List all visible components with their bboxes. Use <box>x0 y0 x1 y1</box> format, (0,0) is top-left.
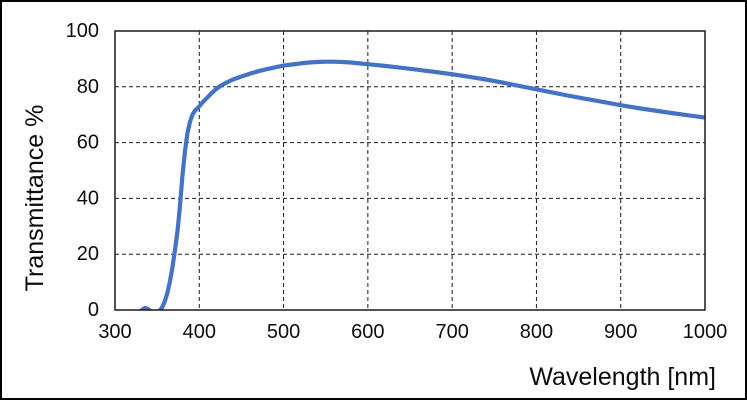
x-tick-label: 1000 <box>683 321 728 343</box>
y-tick-label: 60 <box>77 132 99 154</box>
y-tick-label: 100 <box>66 20 99 42</box>
x-tick-label: 900 <box>604 321 637 343</box>
gridlines <box>115 31 705 310</box>
x-tick-label: 500 <box>267 321 300 343</box>
y-axis-tick-labels: 0 20 40 60 80 100 <box>66 20 99 321</box>
x-tick-label: 600 <box>351 321 384 343</box>
y-tick-label: 20 <box>77 243 99 265</box>
x-tick-label: 700 <box>435 321 468 343</box>
transmittance-curve <box>138 59 705 310</box>
x-tick-label: 800 <box>520 321 553 343</box>
x-axis-tick-labels: 300 400 500 600 700 800 900 1000 <box>98 321 727 343</box>
plot-border <box>114 30 706 311</box>
y-tick-label: 80 <box>77 76 99 98</box>
x-tick-label: 300 <box>98 321 131 343</box>
y-axis-title: Transmittance % <box>21 105 49 292</box>
transmittance-line <box>138 59 705 310</box>
x-axis-title: Wavelength [nm] <box>529 363 716 391</box>
y-tick-label: 40 <box>77 187 99 209</box>
y-tick-label: 0 <box>88 299 99 321</box>
x-tick-label: 400 <box>183 321 216 343</box>
